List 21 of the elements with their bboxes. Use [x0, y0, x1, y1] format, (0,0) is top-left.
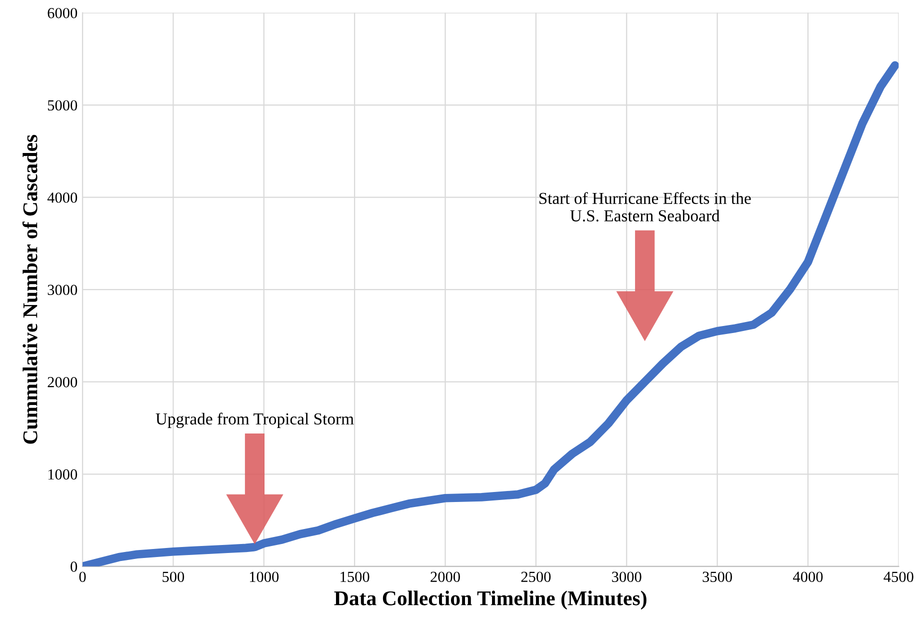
annotation: Upgrade from Tropical Storm: [156, 412, 354, 428]
y-tick-label: 3000: [48, 284, 78, 296]
y-tick-label: 6000: [48, 8, 78, 18]
x-tick-label: 1500: [340, 572, 370, 582]
x-tick-label: 2000: [430, 572, 460, 582]
x-tick-label: 1000: [250, 572, 279, 582]
y-tick-label: 5000: [48, 100, 78, 111]
x-tick-label: 4000: [793, 572, 823, 582]
y-axis-title: Cummulative Number of Cascades: [22, 134, 38, 444]
x-axis-title: Data Collection Timeline (Minutes): [334, 590, 646, 610]
y-tick-label: 4000: [47, 192, 78, 203]
y-tick-label: 1000: [48, 469, 78, 480]
x-tick-label: 0: [79, 572, 86, 582]
x-tick-label: 2500: [521, 572, 551, 582]
x-tick-label: 3000: [612, 572, 642, 582]
x-tick-label: 500: [162, 572, 184, 582]
y-tick-label: 2000: [48, 377, 78, 388]
x-tick-label: 4500: [884, 572, 914, 582]
x-tick-label: 3500: [702, 572, 732, 582]
y-tick-label: 0: [70, 562, 78, 572]
annotation: Start of Hurricane Effects in the U.S. Eastern Seaboard: [539, 192, 751, 222]
